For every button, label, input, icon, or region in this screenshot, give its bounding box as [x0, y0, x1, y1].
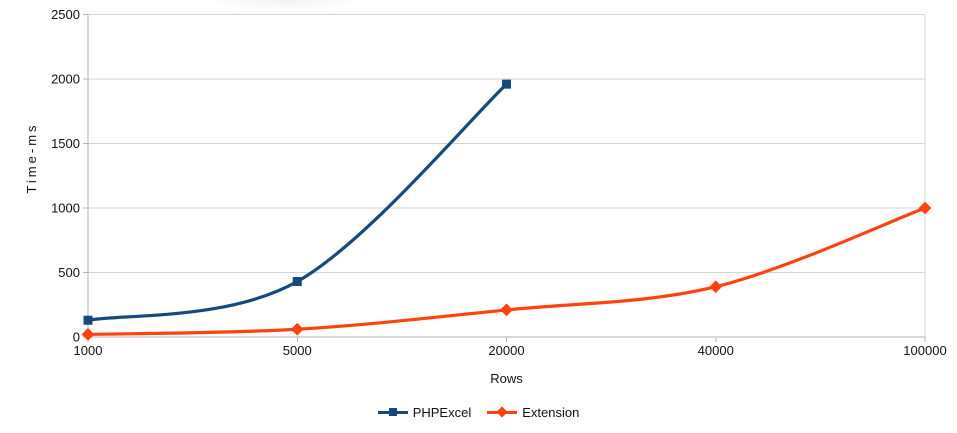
y-tick-label: 2500	[51, 7, 80, 22]
x-tick-label: 1000	[74, 343, 103, 358]
data-point-phpexcel	[83, 315, 93, 325]
data-point-extension	[500, 303, 513, 317]
y-tick-label: 0	[73, 330, 80, 345]
plot-area: 0 500 1000 1500 2000 2500 1000 5000 20000 40000 10…	[51, 7, 947, 358]
x-tick-label: 100000	[903, 343, 946, 358]
data-point-phpexcel	[292, 277, 302, 287]
data-point-extension	[709, 280, 723, 294]
x-tick-label: 40000	[698, 343, 734, 358]
square-marker-icon	[388, 408, 397, 416]
data-point-extension	[918, 201, 932, 215]
x-tick-label: 20000	[488, 343, 524, 358]
y-tick-label: 1000	[51, 201, 80, 216]
y-tick-label: 1500	[51, 136, 80, 151]
diamond-marker-icon	[496, 406, 508, 418]
legend-item-extension: Extension	[487, 405, 579, 420]
data-point-phpexcel	[502, 79, 511, 89]
phpexcel-line-swatch	[377, 408, 408, 416]
legend-item-phpexcel: PHPExcel	[377, 405, 472, 420]
x-axis-title: Rows	[490, 371, 523, 386]
x-tick-label: 5000	[283, 343, 312, 358]
y-tick-label: 2000	[51, 72, 80, 87]
data-point-extension	[81, 328, 95, 341]
y-axis-title: Time-ms	[24, 122, 39, 194]
series-line-phpexcel	[86, 82, 509, 322]
legend: PHPExcel Extension	[0, 405, 957, 420]
y-tick-label: 500	[58, 265, 80, 280]
legend-label-phpexcel: PHPExcel	[412, 405, 472, 420]
data-point-extension	[290, 322, 304, 336]
legend-label-extension: Extension	[522, 405, 580, 420]
extension-line-swatch	[487, 406, 518, 418]
